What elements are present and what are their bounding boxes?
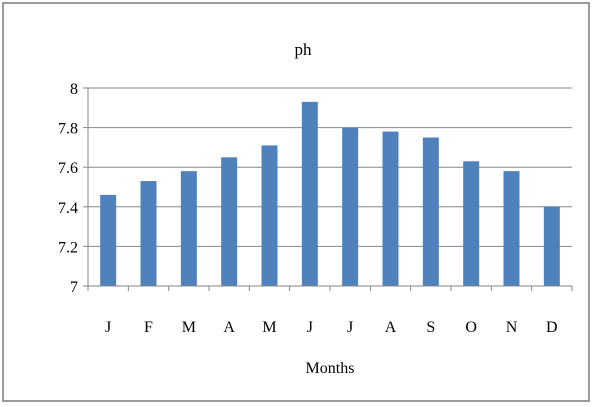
- y-tick-label: 7.6: [58, 160, 78, 177]
- bar-9: [463, 161, 480, 286]
- x-tick-label: J: [347, 319, 353, 336]
- y-tick-label: 7.2: [58, 239, 78, 256]
- y-tick-label: 7: [70, 279, 78, 296]
- x-tick-label: F: [144, 319, 153, 336]
- y-tick-label: 7.8: [58, 121, 78, 138]
- axes: [83, 87, 573, 291]
- x-axis-title: Months: [306, 360, 355, 377]
- gridlines: [88, 87, 572, 247]
- bar-3: [221, 157, 238, 286]
- y-tick-label: 8: [70, 81, 78, 98]
- bar-5: [301, 101, 318, 286]
- bar-7: [382, 131, 399, 286]
- bar-1: [140, 181, 157, 286]
- x-tick-label: D: [546, 319, 558, 336]
- x-tick-label: J: [105, 319, 111, 336]
- x-tick-label: A: [385, 319, 397, 336]
- chart-frame: [2, 2, 590, 402]
- chart-title: ph: [295, 40, 313, 59]
- bars: [100, 101, 560, 286]
- y-tick-labels: 7 7.2 7.4 7.6 7.8 8: [58, 81, 78, 296]
- x-tick-label: O: [465, 319, 477, 336]
- x-tick-label: M: [262, 319, 276, 336]
- bar-10: [503, 171, 520, 286]
- x-tick-label: S: [426, 319, 435, 336]
- x-tick-label: J: [307, 319, 313, 336]
- x-tick-label: M: [182, 319, 196, 336]
- bar-4: [261, 145, 278, 286]
- x-tick-label: A: [223, 319, 235, 336]
- y-tick-label: 7.4: [58, 200, 78, 217]
- bar-8: [422, 137, 439, 286]
- x-tick-label: N: [506, 319, 518, 336]
- bar-2: [180, 171, 197, 286]
- bar-6: [342, 127, 359, 286]
- bar-0: [100, 194, 117, 286]
- bar-11: [543, 206, 560, 286]
